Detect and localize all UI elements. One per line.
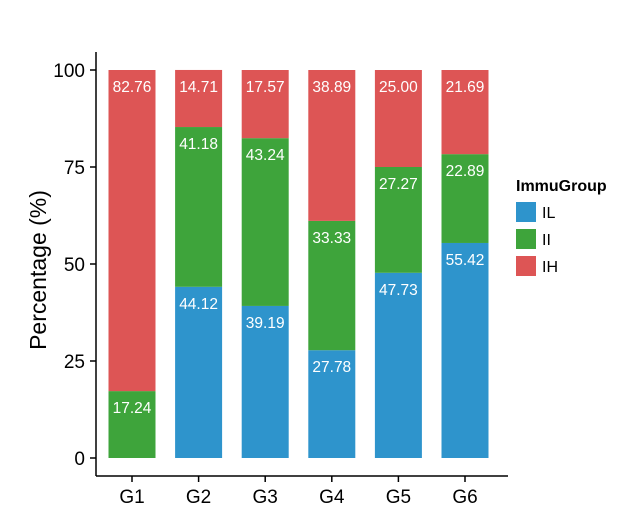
bar-label-g5-ih: 25.00 xyxy=(379,79,418,96)
bar-g2-il xyxy=(175,286,223,458)
bar-g4-ih xyxy=(308,70,356,221)
bar-g4-ii xyxy=(308,220,356,351)
y-ticks: 0 25 50 75 100 xyxy=(53,61,96,470)
x-tick-label-g1: G1 xyxy=(119,487,144,508)
bar-label-g3-il: 39.19 xyxy=(246,315,285,332)
legend: ImmuGroup IL II IH xyxy=(516,178,607,276)
bars-layer xyxy=(108,69,489,458)
bar-g1-ii xyxy=(108,391,156,458)
bar-label-g4-ih: 38.89 xyxy=(312,79,351,96)
bar-label-g6-il: 55.42 xyxy=(446,252,485,269)
bar-g3-ih xyxy=(241,70,289,139)
legend-label-ih: IH xyxy=(542,259,558,276)
bar-g6-ih xyxy=(441,70,489,155)
bar-label-g2-ii: 41.18 xyxy=(179,136,218,153)
bar-label-g4-il: 27.78 xyxy=(312,359,351,376)
y-tick-label-75: 75 xyxy=(64,158,85,179)
bar-label-g5-ii: 27.27 xyxy=(379,176,418,193)
bar-g3-ii xyxy=(241,138,289,306)
bar-g4-il xyxy=(308,350,356,458)
y-tick-label-0: 0 xyxy=(74,449,85,470)
x-tick-label-g4: G4 xyxy=(319,487,345,508)
y-tick-label-25: 25 xyxy=(64,352,85,373)
bar-label-g5-il: 47.73 xyxy=(379,282,418,299)
legend-label-ii: II xyxy=(542,232,551,249)
bar-labels-layer: 17.24 82.76 44.12 41.18 14.71 39.19 43.24 17.57… xyxy=(113,79,485,417)
bar-g5-ih xyxy=(374,70,422,167)
x-tick-label-g3: G3 xyxy=(253,487,278,508)
bar-g1-ih xyxy=(108,70,156,392)
bar-label-g2-il: 44.12 xyxy=(179,296,218,313)
bar-label-g3-ii: 43.24 xyxy=(246,147,285,164)
bar-label-g4-ii: 33.33 xyxy=(312,230,351,247)
bar-g6-il xyxy=(441,242,489,458)
bar-g2-ii xyxy=(175,127,223,287)
x-tick-label-g5: G5 xyxy=(386,487,411,508)
legend-label-il: IL xyxy=(542,205,555,222)
bar-g6-ii xyxy=(441,154,489,243)
bar-g5-il xyxy=(374,272,422,458)
bar-g2-ih xyxy=(175,69,223,128)
y-tick-label-100: 100 xyxy=(53,61,85,82)
x-tick-label-g2: G2 xyxy=(186,487,211,508)
bar-label-g3-ih: 17.57 xyxy=(246,79,285,96)
bar-g5-ii xyxy=(374,167,422,273)
legend-swatch-ii xyxy=(516,229,536,249)
bar-label-g6-ii: 22.89 xyxy=(446,163,485,180)
legend-swatch-il xyxy=(516,202,536,222)
x-ticks: G1 G2 G3 G4 G5 G6 xyxy=(119,476,478,508)
legend-swatch-ih xyxy=(516,256,536,276)
bar-label-g2-ih: 14.71 xyxy=(179,79,218,96)
bar-label-g1-ih: 82.76 xyxy=(113,79,152,96)
bar-g3-il xyxy=(241,305,289,458)
bar-label-g6-ih: 21.69 xyxy=(446,79,485,96)
bar-label-g1-ii: 17.24 xyxy=(113,400,152,417)
y-axis-title: Percentage (%) xyxy=(25,190,51,350)
x-tick-label-g6: G6 xyxy=(452,487,477,508)
y-tick-label-50: 50 xyxy=(64,255,85,276)
legend-title: ImmuGroup xyxy=(516,178,607,195)
